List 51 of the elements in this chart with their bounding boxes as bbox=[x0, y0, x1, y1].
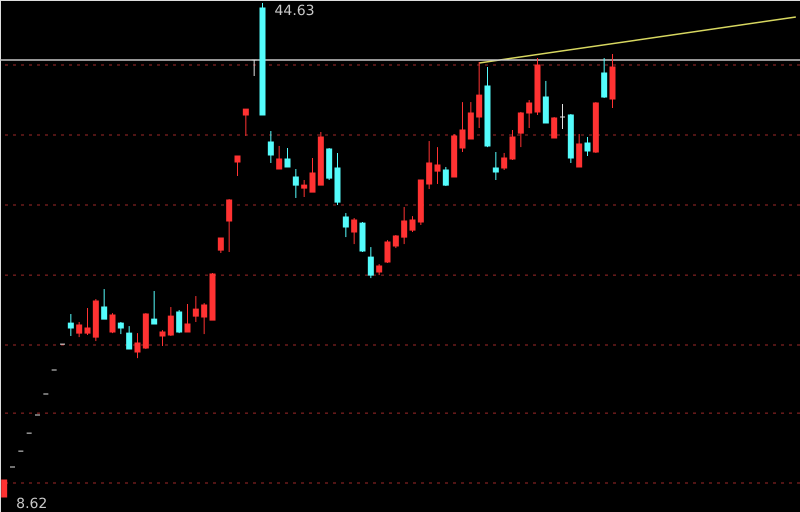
candlestick bbox=[176, 310, 182, 334]
candlestick bbox=[168, 306, 174, 336]
candlestick bbox=[392, 234, 399, 249]
candlestick bbox=[234, 155, 240, 177]
candlestick bbox=[276, 145, 282, 170]
candlestick bbox=[226, 198, 232, 253]
candlestick bbox=[384, 240, 390, 264]
candlestick bbox=[101, 288, 108, 320]
candlestick bbox=[310, 158, 316, 193]
candlestick bbox=[460, 102, 466, 153]
candlestick bbox=[284, 148, 290, 168]
candlestick bbox=[110, 312, 116, 334]
candlestick bbox=[84, 307, 90, 336]
candlestick bbox=[376, 264, 382, 276]
candlestick bbox=[434, 146, 440, 184]
candlestick bbox=[160, 330, 166, 346]
candlestick bbox=[1, 480, 8, 498]
candlestick bbox=[134, 332, 140, 359]
candlestick bbox=[201, 302, 208, 335]
candlestick bbox=[218, 238, 224, 254]
candlestick bbox=[510, 130, 516, 160]
candlestick bbox=[192, 296, 199, 322]
candlestick bbox=[501, 152, 508, 170]
candlestick bbox=[118, 321, 124, 335]
candlestick bbox=[292, 168, 299, 198]
candlestick bbox=[426, 140, 432, 190]
candlestick bbox=[184, 304, 190, 333]
candlestick bbox=[242, 108, 249, 136]
candlestick bbox=[401, 206, 408, 245]
candlestick bbox=[351, 218, 358, 245]
candlestick bbox=[342, 212, 349, 238]
candlestick bbox=[126, 326, 132, 350]
candlestick bbox=[301, 179, 308, 198]
annotation: 8.62 bbox=[16, 496, 48, 512]
candlestick bbox=[251, 59, 258, 77]
candlestick bbox=[492, 152, 499, 180]
candlestick bbox=[368, 246, 374, 279]
candlestick bbox=[576, 134, 582, 168]
candlestick bbox=[560, 103, 566, 130]
candlestick bbox=[268, 130, 274, 164]
candlestick bbox=[551, 116, 558, 139]
candlestick bbox=[518, 111, 524, 148]
candlestick bbox=[476, 62, 482, 128]
candlestick bbox=[526, 100, 532, 128]
candlestick bbox=[68, 314, 74, 336]
annotation: 44.63 bbox=[274, 3, 315, 20]
candlestick bbox=[76, 321, 82, 338]
candlestick bbox=[442, 166, 449, 187]
candlestick bbox=[584, 136, 590, 156]
candlestick bbox=[151, 290, 158, 325]
candlestick bbox=[410, 216, 416, 232]
